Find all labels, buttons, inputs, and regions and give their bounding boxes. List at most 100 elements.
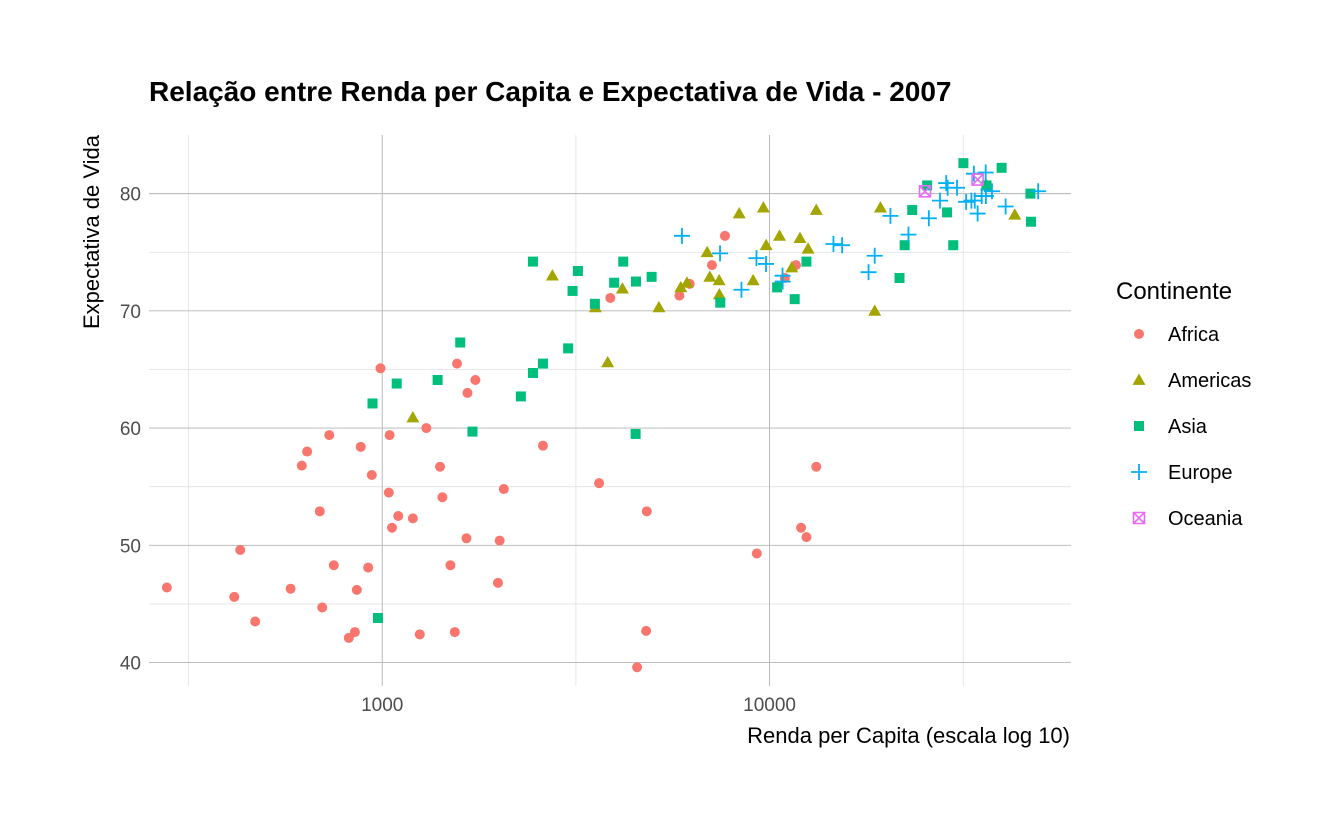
legend-label-oceania: Oceania bbox=[1168, 508, 1243, 530]
data-point-africa bbox=[449, 627, 460, 638]
data-point-africa bbox=[375, 363, 386, 374]
data-point-asia bbox=[455, 337, 466, 348]
data-point-africa bbox=[250, 616, 261, 627]
data-point-americas bbox=[873, 201, 887, 213]
data-point-africa bbox=[285, 583, 296, 594]
data-point-africa bbox=[801, 532, 812, 543]
data-point-asia bbox=[609, 277, 620, 288]
data-point-asia bbox=[948, 240, 959, 251]
data-point-europe bbox=[748, 250, 765, 267]
data-point-europe bbox=[825, 236, 842, 253]
legend-key-oceania bbox=[1132, 511, 1146, 525]
data-point-europe bbox=[673, 227, 690, 244]
x-tick-label: 1000 bbox=[361, 695, 403, 716]
data-point-asia bbox=[589, 298, 600, 309]
data-point-asia bbox=[527, 256, 538, 267]
data-point-europe bbox=[733, 281, 750, 298]
data-point-europe bbox=[977, 164, 994, 181]
data-point-europe bbox=[900, 226, 917, 243]
data-point-europe bbox=[966, 192, 983, 209]
y-axis-title: Expectativa de Vida bbox=[79, 134, 104, 329]
data-point-europe bbox=[866, 247, 883, 264]
data-point-europe bbox=[712, 245, 729, 262]
data-point-africa bbox=[641, 506, 652, 517]
data-points bbox=[161, 158, 1047, 673]
data-point-asia bbox=[1025, 216, 1036, 227]
data-point-asia bbox=[789, 294, 800, 305]
data-point-africa bbox=[296, 460, 307, 471]
data-point-asia bbox=[618, 256, 629, 267]
data-point-asia bbox=[981, 180, 992, 191]
data-point-africa bbox=[355, 441, 366, 452]
data-point-asia bbox=[515, 391, 526, 402]
data-point-americas bbox=[801, 242, 815, 254]
y-tick-label: 60 bbox=[120, 419, 141, 440]
data-point-asia bbox=[907, 205, 918, 216]
data-point-africa bbox=[461, 533, 472, 544]
data-point-africa bbox=[494, 535, 505, 546]
data-point-asia bbox=[537, 358, 548, 369]
legend-label-europe: Europe bbox=[1168, 462, 1233, 484]
data-point-africa bbox=[324, 430, 335, 441]
data-point-americas bbox=[1008, 208, 1022, 220]
data-point-asia bbox=[467, 426, 478, 437]
data-point-africa bbox=[363, 562, 374, 573]
data-point-asia bbox=[367, 398, 378, 409]
data-point-africa bbox=[452, 358, 463, 369]
data-point-asia bbox=[372, 613, 383, 624]
data-point-americas bbox=[615, 282, 629, 294]
data-point-europe bbox=[932, 192, 948, 209]
data-point-europe bbox=[969, 205, 986, 222]
data-point-americas bbox=[793, 231, 807, 244]
data-point-africa bbox=[393, 511, 404, 522]
data-point-africa bbox=[751, 548, 762, 559]
data-point-africa bbox=[383, 487, 394, 498]
data-point-europe bbox=[949, 179, 966, 196]
data-point-americas bbox=[680, 276, 694, 288]
data-point-americas bbox=[406, 411, 420, 423]
data-point-africa bbox=[437, 492, 448, 503]
data-point-asia bbox=[715, 297, 726, 308]
minor-gridlines bbox=[149, 135, 1071, 686]
data-point-americas bbox=[773, 229, 787, 241]
x-tick-label: 10000 bbox=[743, 695, 796, 716]
y-tick-label: 80 bbox=[120, 185, 141, 206]
data-point-americas bbox=[674, 280, 688, 293]
data-point-africa bbox=[605, 292, 616, 303]
legend-key-asia bbox=[1134, 421, 1144, 431]
y-tick-label: 50 bbox=[120, 536, 141, 557]
data-point-asia bbox=[567, 285, 578, 296]
legend-key-americas bbox=[1132, 373, 1146, 385]
data-point-africa bbox=[302, 446, 313, 457]
data-point-europe bbox=[860, 264, 877, 281]
data-point-europe bbox=[1030, 183, 1047, 200]
data-point-africa bbox=[384, 430, 395, 441]
legend-title: Continente bbox=[1116, 278, 1232, 305]
chart-title: Relação entre Renda per Capita e Expecta… bbox=[149, 76, 952, 107]
data-point-americas bbox=[756, 201, 770, 213]
data-point-asia bbox=[1025, 188, 1036, 199]
y-tick-label: 40 bbox=[120, 654, 141, 675]
data-point-africa bbox=[161, 582, 172, 593]
data-point-europe bbox=[938, 175, 955, 192]
major-gridlines bbox=[149, 135, 1071, 686]
x-axis-title: Renda per Capita (escala log 10) bbox=[747, 723, 1070, 748]
legend-label-asia: Asia bbox=[1168, 416, 1208, 438]
data-point-europe bbox=[774, 273, 791, 290]
data-point-americas bbox=[652, 300, 666, 313]
data-point-africa bbox=[674, 290, 685, 301]
data-point-americas bbox=[712, 273, 726, 286]
data-point-oceania bbox=[918, 184, 932, 198]
data-point-africa bbox=[594, 478, 605, 489]
data-point-asia bbox=[646, 271, 657, 282]
data-point-asia bbox=[894, 273, 905, 284]
data-point-americas bbox=[759, 238, 773, 251]
data-point-asia bbox=[996, 162, 1007, 173]
data-point-africa bbox=[641, 625, 652, 636]
data-point-africa bbox=[229, 591, 240, 602]
legend: Continente Africa Americas Asia Europe Ocean… bbox=[1116, 278, 1251, 530]
legend-key-europe bbox=[1131, 464, 1147, 480]
data-point-africa bbox=[314, 506, 325, 517]
data-point-americas bbox=[601, 355, 615, 368]
data-point-asia bbox=[432, 375, 443, 386]
